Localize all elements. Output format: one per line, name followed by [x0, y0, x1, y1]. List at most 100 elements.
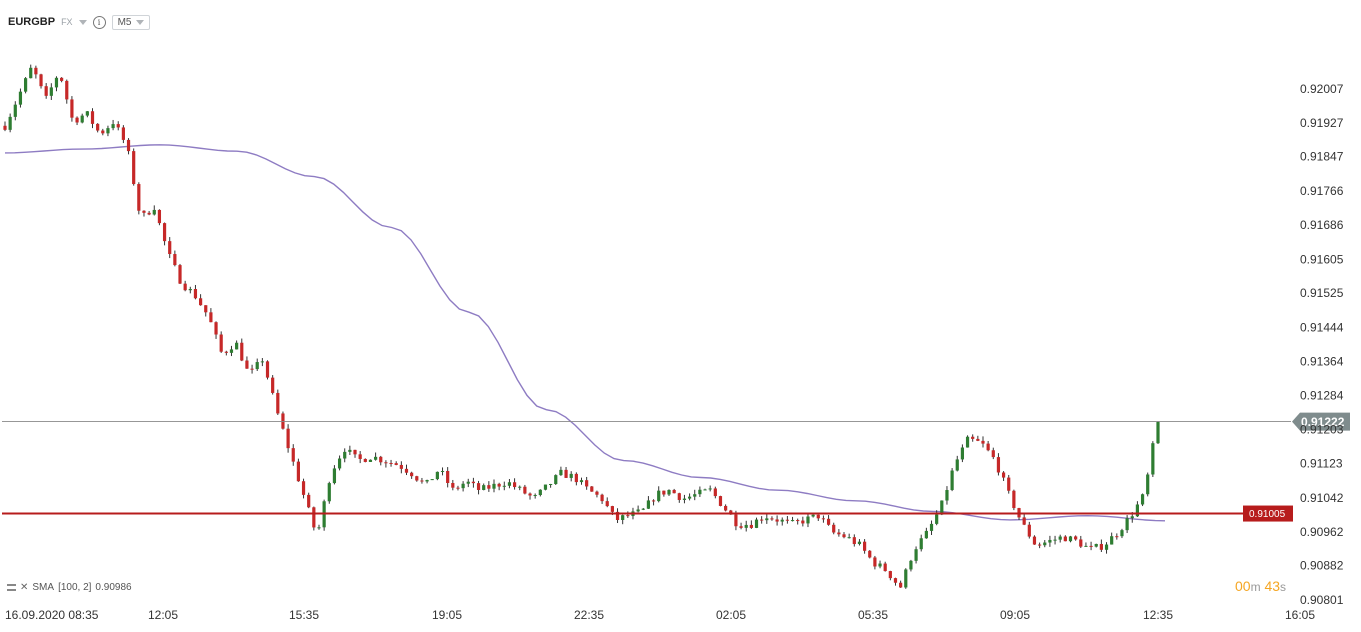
- candle-body: [816, 514, 820, 519]
- candle-body: [296, 461, 300, 482]
- candle-body: [476, 483, 481, 490]
- candle-body: [914, 549, 918, 561]
- candle-body: [265, 361, 270, 378]
- candle-body: [857, 541, 862, 545]
- x-tick-label: 15:35: [289, 608, 319, 622]
- candle-body: [842, 534, 846, 538]
- candle-body: [245, 360, 249, 369]
- candle-body: [96, 123, 100, 131]
- candle-body: [219, 334, 223, 352]
- candle-body: [940, 500, 944, 515]
- candle-body: [976, 438, 980, 441]
- candle-body: [116, 124, 120, 128]
- candle-body: [137, 184, 141, 211]
- candle-body: [1151, 443, 1155, 475]
- candle-body: [1012, 490, 1016, 509]
- candle-body: [482, 485, 486, 490]
- chevron-down-icon: [136, 19, 145, 25]
- candle-body: [826, 518, 831, 525]
- x-tick-label: 22:35: [574, 608, 604, 622]
- y-axis: 0.92007 0.91927 0.91847 0.91766 0.91686 0.916…: [1300, 82, 1344, 607]
- candle-body: [883, 563, 887, 572]
- candle-body: [101, 130, 105, 134]
- symbol-label[interactable]: EURGBP: [8, 16, 56, 28]
- candle-body: [960, 447, 965, 460]
- candle-body: [1089, 545, 1093, 547]
- candle-body: [307, 494, 311, 508]
- candle-body: [554, 475, 558, 484]
- candle-body: [1099, 543, 1103, 550]
- candle-body: [34, 67, 38, 75]
- candle-body: [1048, 539, 1052, 543]
- timeframe-select[interactable]: M5: [111, 14, 151, 30]
- candle-body: [1007, 477, 1011, 491]
- candle-body: [935, 514, 939, 524]
- candle-body: [13, 104, 17, 117]
- candle-body: [512, 482, 517, 488]
- candle-body: [451, 482, 455, 488]
- candle-body: [610, 506, 614, 512]
- chevron-down-icon[interactable]: [78, 19, 87, 25]
- candle-body: [1146, 474, 1150, 495]
- current-price-label: 0.91222: [1301, 415, 1345, 429]
- candle-body: [384, 462, 388, 464]
- candle-body: [1058, 536, 1062, 540]
- candle-body: [23, 78, 28, 92]
- candle-body: [533, 495, 537, 497]
- candle-body: [70, 99, 74, 118]
- candle-body: [749, 524, 753, 528]
- candle-body: [693, 494, 697, 497]
- candle-body: [188, 289, 192, 291]
- candle-body: [1068, 536, 1073, 542]
- candle-body: [18, 91, 23, 105]
- y-tick-label: 0.91847: [1300, 150, 1344, 164]
- candle-body: [49, 87, 53, 96]
- close-icon[interactable]: ✕: [20, 582, 29, 593]
- market-label: FX: [61, 17, 73, 27]
- candle-body: [765, 518, 769, 521]
- info-icon[interactable]: i: [92, 15, 106, 29]
- support-level-tag: [1243, 505, 1293, 522]
- candle-body: [924, 530, 928, 539]
- candle-body: [863, 541, 867, 551]
- candle-body: [497, 483, 501, 487]
- candle-body: [621, 515, 625, 520]
- candle-body: [162, 223, 167, 242]
- candle-body: [718, 496, 723, 506]
- candle-body: [466, 481, 470, 484]
- timer-minutes-unit: m: [1250, 580, 1261, 594]
- support-level-label: 0.91005: [1249, 509, 1286, 520]
- candle-body: [507, 482, 512, 486]
- candle-body: [837, 532, 841, 535]
- candle-body: [399, 464, 403, 469]
- candle-body: [780, 519, 784, 522]
- candle-body: [821, 518, 826, 520]
- candle-body: [796, 520, 800, 522]
- candle-body: [615, 511, 620, 520]
- candle-body: [790, 520, 795, 522]
- candle-body: [229, 349, 234, 353]
- candle-body: [8, 116, 12, 130]
- candle-body: [1094, 543, 1098, 547]
- candle-body: [677, 493, 681, 500]
- candle-body: [996, 457, 1001, 473]
- settings-icon[interactable]: [7, 584, 16, 591]
- x-tick-label: 12:05: [148, 608, 178, 622]
- candle-body: [487, 485, 491, 489]
- candle-body: [389, 463, 393, 465]
- candle-body: [811, 514, 815, 517]
- indicator-value: 0.90986: [95, 582, 132, 593]
- candle-body: [1074, 536, 1078, 540]
- candle-body: [523, 486, 527, 494]
- candle-body: [646, 500, 651, 509]
- candle-body: [374, 456, 378, 460]
- candle-body: [1079, 539, 1083, 547]
- candle-body: [410, 472, 414, 477]
- candle-body: [713, 488, 717, 497]
- candle-body: [641, 508, 645, 510]
- candle-body: [168, 241, 172, 255]
- candle-body: [806, 516, 810, 524]
- candle-body: [404, 468, 409, 473]
- candle-body: [358, 454, 362, 459]
